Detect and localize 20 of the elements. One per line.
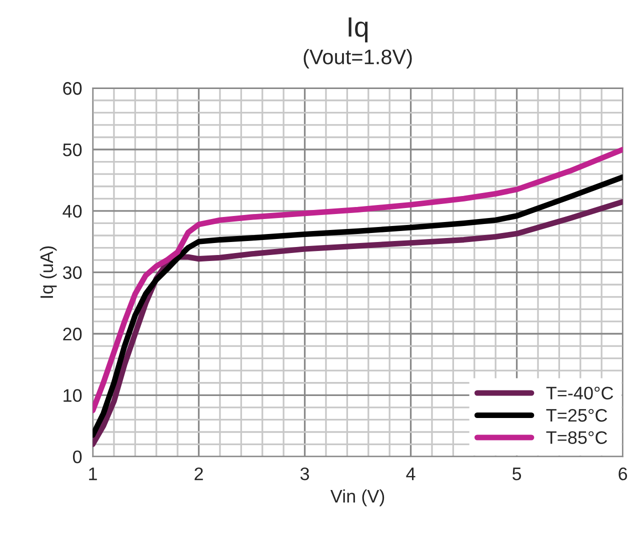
chart-title: Iq: [348, 17, 368, 42]
x-tick-label: 1: [89, 468, 97, 480]
y-tick-label: 0: [73, 450, 82, 464]
legend-label: T=25°C: [546, 408, 608, 422]
x-tick-label: 3: [300, 467, 309, 480]
x-tick-label: 6: [618, 467, 628, 480]
y-axis-title: Iq (uA): [40, 246, 57, 298]
legend-label: T=-40°C: [546, 386, 614, 400]
y-tick-label: 50: [62, 143, 82, 156]
x-axis-title: Vin (V): [330, 489, 384, 506]
y-tick-label: 60: [63, 82, 82, 95]
chart-subtitle: (Vout=1.8V): [304, 49, 412, 68]
legend-label: T=85°C: [546, 431, 608, 444]
y-tick-label: 30: [62, 266, 82, 280]
x-tick-label: 2: [194, 467, 203, 480]
y-tick-label: 20: [63, 328, 82, 340]
y-tick-label: 10: [64, 389, 82, 402]
x-tick-label: 5: [512, 468, 522, 480]
y-tick-label: 40: [62, 204, 82, 218]
x-tick-label: 4: [406, 468, 416, 480]
